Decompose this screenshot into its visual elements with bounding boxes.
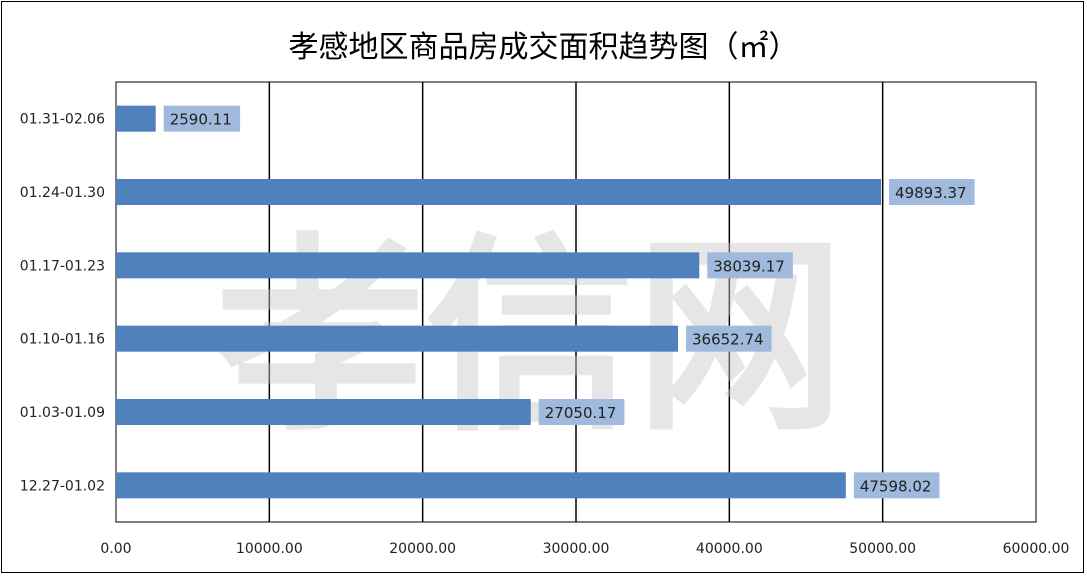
bar bbox=[116, 179, 882, 205]
x-tick-label: 20000.00 bbox=[389, 541, 456, 557]
data-label-box bbox=[163, 105, 241, 132]
data-label: 38039.17 bbox=[713, 257, 785, 275]
bar bbox=[116, 252, 700, 279]
data-label: 49893.37 bbox=[895, 184, 967, 202]
x-tick-label: 60000.00 bbox=[1003, 541, 1070, 557]
bar bbox=[116, 399, 531, 425]
data-label: 47598.02 bbox=[860, 477, 932, 495]
y-category-label: 01.17-01.23 bbox=[20, 258, 105, 274]
y-category-label: 01.31-02.06 bbox=[20, 112, 105, 128]
bar bbox=[116, 105, 156, 132]
data-label: 27050.17 bbox=[545, 404, 617, 422]
y-category-label: 01.10-01.16 bbox=[20, 332, 105, 348]
data-label-box bbox=[538, 399, 625, 425]
y-category-label: 12.27-01.02 bbox=[20, 478, 105, 494]
bar bbox=[116, 325, 679, 352]
data-label-box bbox=[889, 179, 975, 205]
data-label: 2590.11 bbox=[170, 111, 232, 129]
chart-title: 孝感地区商品房成交面积趋势图（㎡） bbox=[288, 30, 799, 65]
x-tick-label: 0.00 bbox=[100, 541, 131, 557]
data-label-box bbox=[853, 472, 940, 499]
y-category-label: 01.24-01.30 bbox=[20, 185, 105, 201]
x-tick-label: 40000.00 bbox=[696, 541, 763, 557]
data-label-box bbox=[707, 252, 793, 279]
y-category-label: 01.03-01.09 bbox=[20, 405, 105, 421]
x-tick-label: 10000.00 bbox=[236, 541, 303, 557]
x-tick-label: 30000.00 bbox=[543, 541, 610, 557]
data-label: 36652.74 bbox=[692, 331, 764, 349]
data-label-box bbox=[686, 325, 772, 352]
bar bbox=[116, 472, 846, 499]
x-tick-label: 50000.00 bbox=[849, 541, 916, 557]
